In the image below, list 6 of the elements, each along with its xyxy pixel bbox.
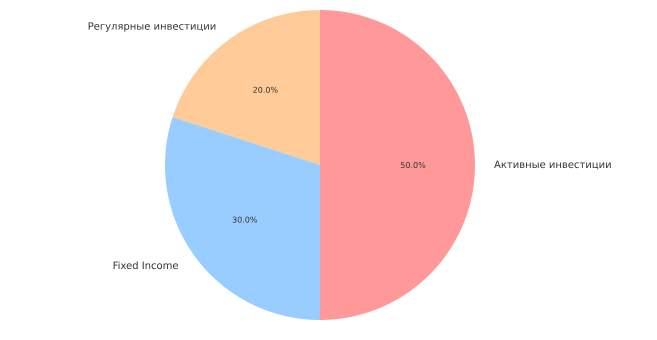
slice-label: Активные инвестиции	[494, 160, 611, 170]
slice-label: Регулярные инвестиции	[88, 22, 216, 32]
slice-label: Fixed Income	[114, 261, 178, 270]
data-label: 30.0%	[232, 216, 258, 223]
data-label: 50.0%	[400, 162, 426, 168]
data-label: 20.0%	[253, 86, 278, 93]
